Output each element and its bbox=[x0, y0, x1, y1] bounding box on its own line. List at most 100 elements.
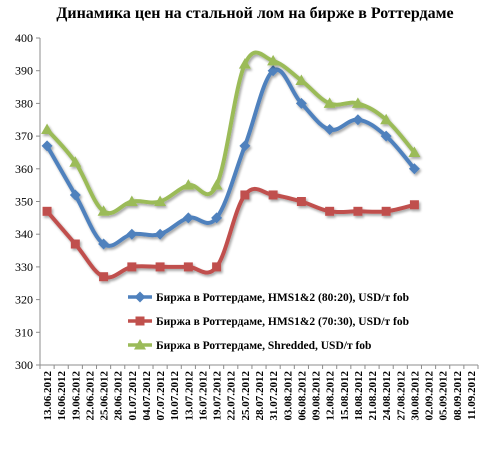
y-tick-label: 340 bbox=[15, 227, 33, 241]
x-tick-label: 22.07.2012 bbox=[226, 371, 238, 421]
x-tick-label: 03.08.2012 bbox=[282, 371, 294, 421]
data-point bbox=[183, 262, 193, 272]
y-tick-label: 370 bbox=[15, 129, 33, 143]
data-point bbox=[69, 189, 81, 201]
data-point bbox=[381, 206, 391, 216]
data-point bbox=[267, 65, 279, 77]
data-point bbox=[41, 123, 54, 135]
x-tick-label: 18.08.2012 bbox=[353, 371, 365, 421]
data-point bbox=[295, 74, 308, 86]
data-point bbox=[212, 262, 222, 272]
series-1 bbox=[41, 65, 420, 250]
legend-swatch-marker bbox=[135, 316, 145, 326]
data-point bbox=[182, 179, 195, 190]
y-tick-label: 360 bbox=[15, 162, 33, 176]
x-tick-label: 25.07.2012 bbox=[240, 371, 252, 421]
data-point bbox=[324, 124, 336, 136]
x-axis-ticks: 13.06.2012 16.06.2012 19.06.2012 22.06.2012… bbox=[39, 365, 479, 421]
data-point bbox=[409, 200, 419, 210]
data-point bbox=[353, 206, 363, 216]
x-tick-label: 21.08.2012 bbox=[367, 371, 379, 421]
data-point bbox=[70, 239, 80, 249]
x-tick-label: 13.06.2012 bbox=[42, 371, 54, 421]
legend-label: Биржа в Роттердаме, Shredded, USD/т fob bbox=[156, 340, 371, 352]
x-tick-label: 22.06.2012 bbox=[84, 371, 96, 421]
data-point bbox=[239, 140, 251, 152]
x-tick-label: 06.08.2012 bbox=[296, 371, 308, 421]
x-tick-label: 27.08.2012 bbox=[395, 371, 407, 421]
chart-title: Динамика цен на стальной лом на бирже в … bbox=[56, 5, 454, 22]
data-point bbox=[155, 262, 165, 272]
data-point bbox=[98, 238, 110, 250]
x-tick-label: 31.07.2012 bbox=[268, 371, 280, 421]
data-point bbox=[154, 228, 166, 240]
legend-swatch-marker bbox=[134, 291, 146, 303]
y-tick-label: 320 bbox=[15, 293, 33, 307]
data-point bbox=[182, 212, 194, 224]
data-point bbox=[408, 163, 420, 175]
y-tick-label: 330 bbox=[15, 260, 33, 274]
data-point bbox=[351, 97, 364, 108]
legend: Биржа в Роттердаме, HMS1&2 (80:20), USD/… bbox=[128, 291, 409, 352]
data-point bbox=[380, 113, 393, 125]
legend-swatch-marker bbox=[134, 339, 146, 350]
data-point bbox=[408, 146, 421, 157]
x-tick-label: 01.07.2012 bbox=[127, 371, 139, 421]
data-point bbox=[41, 140, 53, 152]
data-point bbox=[296, 197, 306, 206]
data-point bbox=[295, 97, 307, 109]
data-point bbox=[267, 54, 280, 66]
data-point bbox=[211, 212, 223, 224]
y-tick-label: 350 bbox=[15, 195, 33, 209]
y-tick-label: 400 bbox=[15, 31, 33, 45]
x-tick-label: 10.07.2012 bbox=[169, 371, 181, 421]
y-tick-label: 310 bbox=[15, 325, 33, 339]
series-3 bbox=[41, 50, 421, 216]
y-tick-label: 300 bbox=[15, 358, 33, 372]
x-tick-label: 19.06.2012 bbox=[70, 371, 82, 421]
legend-entry: Биржа в Роттердаме, HMS1&2 (70:30), USD/… bbox=[128, 316, 409, 328]
data-point bbox=[125, 195, 138, 206]
data-point bbox=[240, 190, 250, 200]
x-tick-label: 12.08.2012 bbox=[325, 371, 337, 421]
x-tick-label: 25.06.2012 bbox=[99, 371, 111, 421]
data-point bbox=[99, 272, 109, 282]
x-tick-label: 02.09.2012 bbox=[424, 371, 436, 421]
data-point bbox=[210, 179, 223, 190]
data-point bbox=[42, 206, 52, 216]
x-tick-label: 16.06.2012 bbox=[56, 371, 68, 421]
x-tick-label: 13.07.2012 bbox=[183, 371, 195, 421]
legend-label: Биржа в Роттердаме, HMS1&2 (80:20), USD/… bbox=[156, 292, 409, 304]
x-tick-label: 05.09.2012 bbox=[438, 371, 450, 421]
data-point bbox=[325, 206, 335, 216]
data-point bbox=[154, 195, 167, 206]
series-group bbox=[41, 50, 421, 282]
data-point bbox=[238, 58, 251, 69]
data-point bbox=[380, 130, 392, 142]
x-tick-label: 30.08.2012 bbox=[409, 371, 421, 421]
data-point bbox=[69, 156, 82, 167]
legend-label: Биржа в Роттердаме, HMS1&2 (70:30), USD/… bbox=[156, 316, 409, 328]
x-tick-label: 07.07.2012 bbox=[155, 371, 167, 421]
x-tick-label: 19.07.2012 bbox=[212, 371, 224, 421]
data-point bbox=[127, 262, 137, 272]
data-point bbox=[126, 228, 138, 240]
data-point bbox=[97, 205, 110, 216]
x-tick-label: 08.09.2012 bbox=[452, 371, 464, 421]
y-tick-label: 390 bbox=[15, 64, 33, 78]
x-tick-label: 11.09.2012 bbox=[466, 371, 478, 420]
series-line bbox=[45, 67, 417, 248]
y-axis-ticks: 300 310 320 330 340 350 360 370 380 390 400 bbox=[15, 31, 40, 372]
legend-entry: Биржа в Роттердаме, Shredded, USD/т fob bbox=[128, 339, 371, 352]
series-line bbox=[45, 186, 417, 280]
x-tick-label: 04.07.2012 bbox=[141, 371, 153, 421]
data-point bbox=[268, 190, 278, 200]
x-tick-label: 28.06.2012 bbox=[113, 371, 125, 421]
data-point bbox=[352, 114, 364, 126]
y-tick-label: 380 bbox=[15, 96, 33, 110]
data-point bbox=[323, 97, 336, 108]
series-2 bbox=[42, 186, 419, 282]
x-tick-label: 09.08.2012 bbox=[311, 371, 323, 421]
series-line bbox=[45, 50, 417, 216]
